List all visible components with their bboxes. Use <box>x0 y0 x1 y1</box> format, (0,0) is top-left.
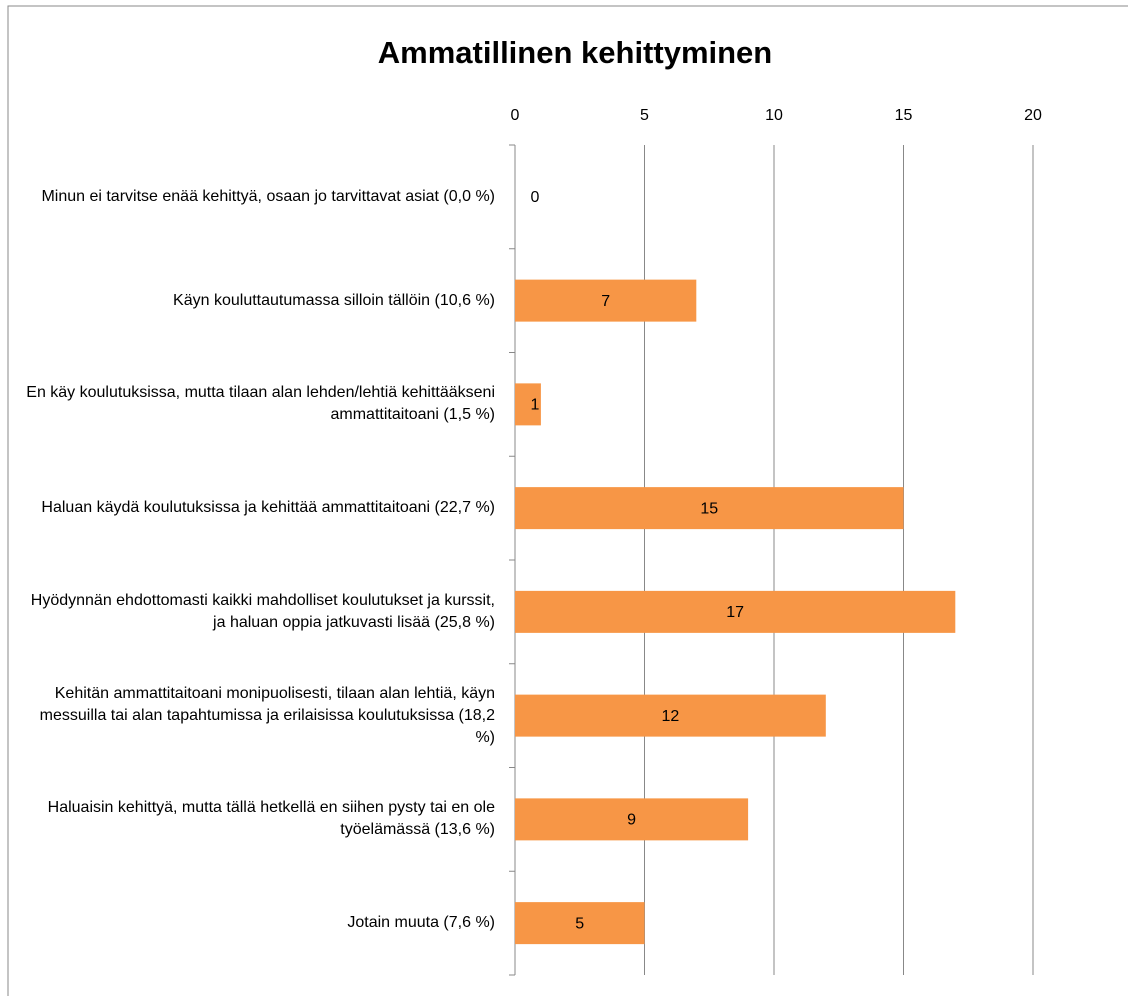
y-tick-label: Minun ei tarvitse enää kehittyä, osaan j… <box>41 187 495 205</box>
data-label: 7 <box>601 293 610 310</box>
bar <box>515 590 956 633</box>
x-tick-label: 20 <box>1024 107 1042 124</box>
y-tick-label: Käyn kouluttautumassa silloin tällöin (1… <box>173 291 495 309</box>
bar <box>515 902 645 945</box>
x-tick-label: 10 <box>765 107 783 124</box>
y-tick-label: Kehitän ammattitaitoani monipuolisesti, … <box>39 684 495 746</box>
x-tick-label: 15 <box>895 107 913 124</box>
bar <box>515 694 826 737</box>
data-label: 5 <box>575 915 584 932</box>
chart-frame <box>7 5 1128 996</box>
y-tick-label: Haluaisin kehittyä, mutta tällä hetkellä… <box>47 799 495 839</box>
y-tick-label: Haluan käydä koulutuksissa ja kehittää a… <box>41 499 495 517</box>
data-label: 15 <box>700 500 718 517</box>
data-label: 12 <box>662 708 680 725</box>
data-label: 1 <box>531 397 540 414</box>
y-tick-label: Hyödynnän ehdottomasti kaikki mahdollise… <box>30 591 495 631</box>
data-label: 9 <box>627 812 636 829</box>
x-tick-label: 5 <box>640 107 649 124</box>
bar <box>515 798 749 841</box>
chart-title: Ammatillinen kehittyminen <box>378 35 772 70</box>
bar <box>515 279 697 322</box>
data-label: 0 <box>531 189 540 206</box>
bar <box>515 487 904 530</box>
y-tick-label: En käy koulutuksissa, mutta tilaan alan … <box>26 384 495 424</box>
y-tick-label: Jotain muuta (7,6 %) <box>347 914 495 932</box>
bar <box>515 383 541 426</box>
x-tick-label: 0 <box>511 107 520 124</box>
data-label: 17 <box>726 604 744 621</box>
